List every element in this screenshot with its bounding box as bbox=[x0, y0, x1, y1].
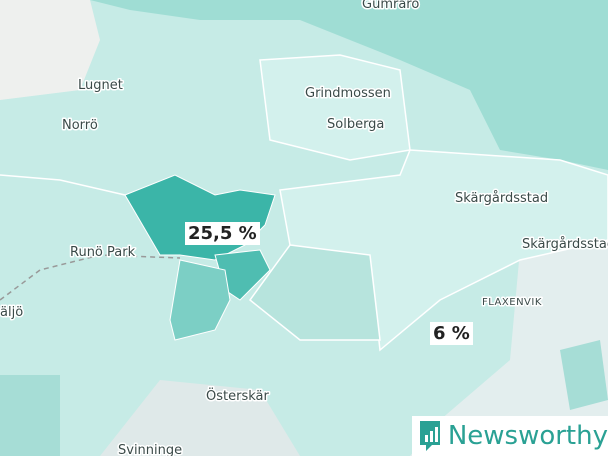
place-label: Solberga bbox=[327, 117, 384, 132]
place-label: äljö bbox=[0, 305, 23, 320]
logo-text: Newsworthy bbox=[447, 421, 608, 451]
logo-icon bbox=[420, 421, 440, 451]
place-label: Lugnet bbox=[78, 78, 123, 93]
place-label: Skärgårdsstad bbox=[455, 191, 548, 206]
region-mid bbox=[248, 244, 381, 341]
border bbox=[0, 174, 126, 196]
water-sw bbox=[0, 375, 60, 456]
urban-south bbox=[100, 380, 300, 456]
value-label: 6 % bbox=[430, 322, 473, 345]
lake bbox=[560, 340, 608, 410]
value-label: 25,5 % bbox=[185, 222, 260, 245]
region-south bbox=[169, 259, 231, 341]
place-label: Svinninge bbox=[118, 443, 182, 456]
place-label: Österskär bbox=[206, 387, 269, 404]
water bbox=[90, 0, 608, 170]
land-west bbox=[0, 0, 100, 100]
place-label: Skärgårdsstad bbox=[522, 237, 608, 252]
region-north bbox=[259, 54, 411, 161]
logo: Newsworthy bbox=[412, 416, 608, 456]
place-label: Runö Park bbox=[70, 245, 136, 260]
region-east bbox=[279, 149, 608, 352]
place-label: FLAXENVIK bbox=[482, 297, 542, 308]
urban bbox=[410, 240, 608, 456]
place-label: Gumraro bbox=[362, 0, 419, 12]
place-label: Norrö bbox=[62, 118, 98, 133]
place-label: Grindmossen bbox=[305, 86, 391, 101]
